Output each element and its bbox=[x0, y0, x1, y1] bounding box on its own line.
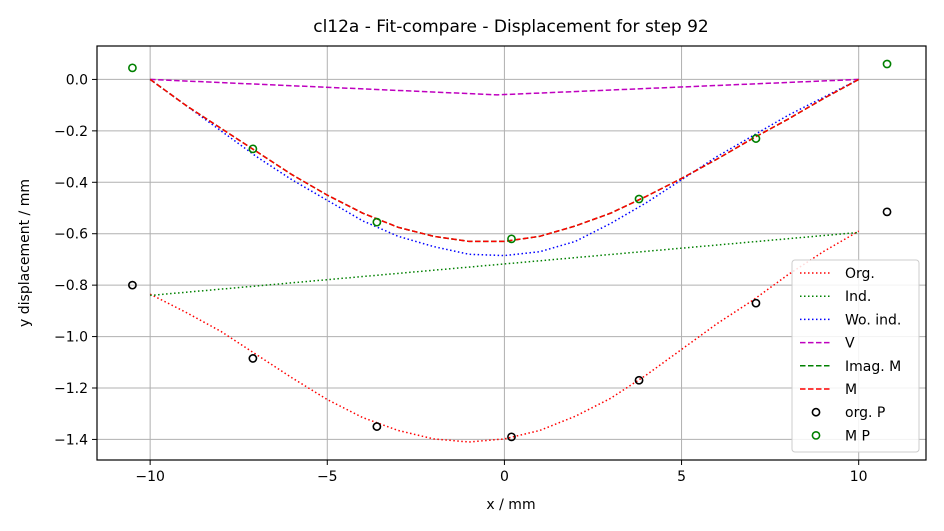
y-tick-label: 0.0 bbox=[66, 72, 88, 88]
y-tick-label: −1.4 bbox=[54, 432, 88, 448]
data-point-m-p bbox=[248, 144, 258, 154]
legend-label-wo-ind: Wo. ind. bbox=[845, 312, 901, 328]
data-point-org-p bbox=[882, 207, 892, 217]
chart-title: cl12a - Fit-compare - Displacement for s… bbox=[313, 17, 709, 37]
data-point-m-p bbox=[751, 134, 761, 143]
x-tick-label: 10 bbox=[850, 469, 868, 485]
legend-swatch-org-p bbox=[811, 407, 821, 417]
series-line-wo-ind bbox=[149, 78, 860, 257]
y-tick-label: −0.6 bbox=[54, 227, 88, 243]
data-point-m-p bbox=[507, 234, 516, 244]
series-line-ind bbox=[150, 231, 859, 297]
x-tick-label: 5 bbox=[677, 469, 686, 485]
legend-label-v: V bbox=[845, 336, 855, 352]
legend-label-m: M bbox=[845, 382, 857, 398]
data-point-org-p bbox=[372, 422, 382, 431]
x-tick-label: 0 bbox=[500, 469, 509, 485]
data-point-m-p bbox=[372, 217, 382, 227]
legend-label-m-p: M P bbox=[845, 428, 870, 444]
y-tick-label: −1.0 bbox=[54, 330, 88, 346]
grid bbox=[97, 46, 926, 460]
y-tick-label: −1.2 bbox=[54, 381, 88, 397]
series-line-org bbox=[149, 230, 860, 443]
legend-label-org: Org. bbox=[845, 266, 875, 282]
x-axis-label: x / mm bbox=[486, 497, 535, 513]
legend-label-imag-m: Imag. M bbox=[845, 359, 901, 375]
x-tick-label: −5 bbox=[317, 469, 338, 485]
axes-frame bbox=[96, 45, 927, 461]
y-tick-label: −0.4 bbox=[54, 175, 88, 191]
y-tick-label: −0.8 bbox=[54, 278, 88, 294]
y-tick-label: −0.2 bbox=[54, 124, 88, 140]
plot-area bbox=[128, 59, 892, 443]
ticks: −10 −5 0 5 10 0.0 −0.2 −0.4 −0.6 −0.8 −1.0 −1.2 −1.4 bbox=[54, 72, 868, 485]
x-tick-label: −10 bbox=[135, 469, 165, 485]
data-point-org-p bbox=[248, 354, 258, 363]
data-point-org-p bbox=[128, 280, 137, 290]
data-point-org-p bbox=[634, 375, 644, 385]
legend-swatch-m-p bbox=[811, 430, 821, 440]
data-point-m-p bbox=[882, 59, 892, 69]
data-point-org-p bbox=[751, 298, 761, 308]
legend-label-org-p: org. P bbox=[845, 405, 885, 421]
y-axis-label: y displacement / mm bbox=[17, 179, 33, 327]
legend-box bbox=[791, 259, 920, 453]
series-line-v bbox=[150, 78, 859, 96]
legend-label-ind: Ind. bbox=[845, 289, 871, 305]
data-point-m-p bbox=[128, 63, 137, 73]
series-line-m bbox=[149, 78, 860, 243]
data-point-org-p bbox=[507, 432, 516, 442]
data-point-m-p bbox=[634, 194, 644, 204]
